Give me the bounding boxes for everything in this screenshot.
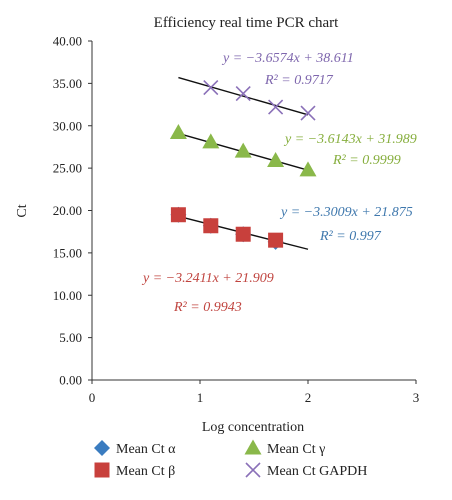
y-tick-label: 15.00 — [53, 245, 82, 260]
y-tick-label: 0.00 — [59, 373, 82, 388]
trend-equations: y = −3.3009x + 21.875 R² = 0.997 y = −3.24… — [141, 51, 417, 315]
trend-equation: y = −3.3009x + 21.875 — [279, 205, 413, 220]
legend-marker — [94, 440, 110, 456]
y-tick-label: 5.00 — [59, 330, 82, 345]
trend-equation: y = −3.6574x + 38.611 — [221, 51, 354, 66]
data-point — [268, 232, 284, 248]
legend-marker — [244, 439, 262, 455]
r-squared-label: R² = 0.997 — [319, 229, 382, 244]
r-squared-label: R² = 0.9717 — [264, 73, 334, 88]
r-squared-label: R² = 0.9999 — [332, 153, 401, 168]
x-tick-label: 2 — [305, 390, 312, 405]
trend-equation: y = −3.2411x + 21.909 — [141, 271, 274, 286]
y-tick-label: 20.00 — [53, 203, 82, 218]
trend-equation: y = −3.6143x + 31.989 — [283, 132, 417, 147]
trendline — [178, 76, 309, 116]
data-point — [203, 218, 219, 234]
data-point — [203, 80, 219, 96]
trendlines — [178, 76, 309, 250]
data-point — [267, 151, 285, 167]
x-tick-label: 3 — [413, 390, 420, 405]
x-tick-label: 1 — [197, 390, 204, 405]
axes: 0.00 5.00 10.00 15.00 20.00 25.00 30.00 35.00 40… — [53, 34, 420, 406]
data-point — [268, 99, 284, 115]
y-tick-label: 30.00 — [53, 118, 82, 133]
chart-title: Efficiency real time PCR chart — [154, 15, 339, 31]
y-tick-label: 25.00 — [53, 161, 82, 176]
y-tick-label: 35.00 — [53, 76, 82, 91]
legend-entry: Mean Ct α — [116, 442, 176, 457]
data-point — [300, 105, 316, 121]
y-tick-label: 40.00 — [53, 34, 82, 49]
y-axis-label: Ct — [15, 204, 30, 217]
data-points — [169, 80, 317, 250]
data-point — [169, 124, 187, 140]
y-tick-label: 10.00 — [53, 288, 82, 303]
data-point — [235, 226, 251, 242]
data-point — [202, 133, 220, 149]
data-point — [235, 85, 251, 102]
data-point — [170, 207, 186, 223]
data-point — [234, 142, 252, 158]
r-squared-label: R² = 0.9943 — [173, 300, 242, 315]
legend-entry: Mean Ct β — [116, 464, 175, 479]
legend-entry: Mean Ct GAPDH — [267, 464, 367, 479]
legend: Mean Ct α Mean Ct β Mean Ct γ Mean Ct GAPDH — [94, 439, 367, 479]
legend-marker — [245, 462, 261, 478]
data-point — [299, 161, 317, 177]
legend-entry: Mean Ct γ — [267, 442, 325, 457]
x-tick-label: 0 — [89, 390, 96, 405]
legend-marker — [94, 462, 110, 478]
x-axis-label: Log concentration — [202, 420, 304, 435]
